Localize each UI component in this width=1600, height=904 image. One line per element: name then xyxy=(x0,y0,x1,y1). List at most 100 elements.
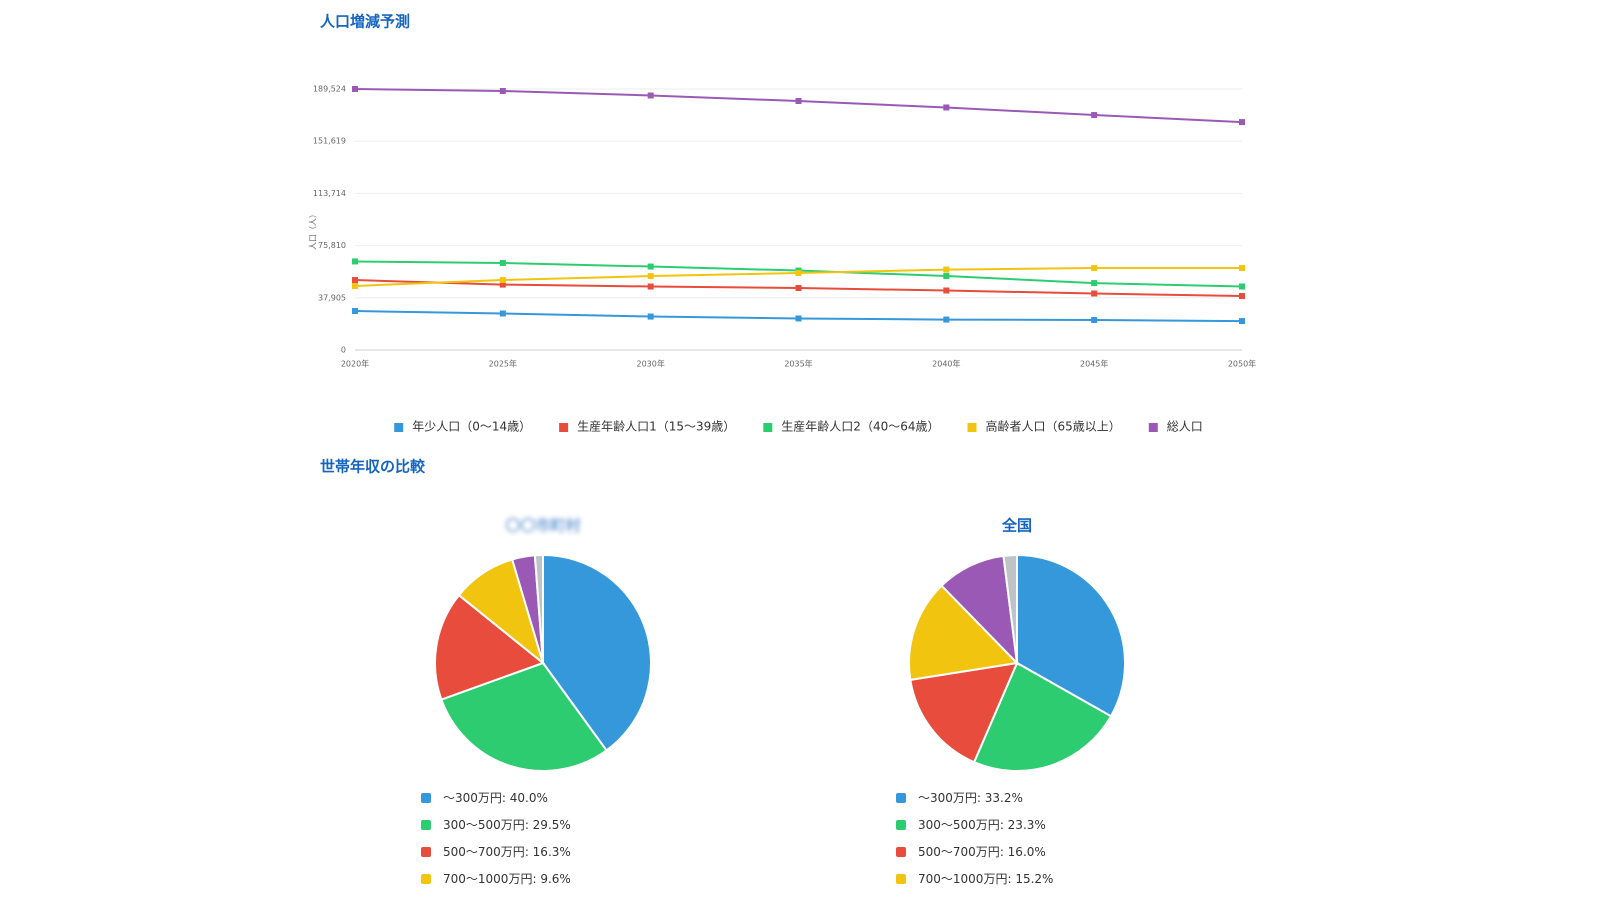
legend-label: 高齢者人口（65歳以上） xyxy=(985,419,1120,434)
point-marker xyxy=(1091,290,1098,297)
legend-value: 40.0% xyxy=(510,791,548,805)
point-marker xyxy=(499,310,506,317)
y-tick-label: 0 xyxy=(341,346,346,355)
point-marker xyxy=(647,313,654,320)
x-tick-label: 2045年 xyxy=(1080,359,1108,369)
point-marker xyxy=(1239,318,1245,325)
x-tick-label: 2025年 xyxy=(489,359,517,369)
point-marker xyxy=(795,270,802,277)
legend-swatch xyxy=(421,847,431,857)
y-tick-label: 113,714 xyxy=(313,189,346,198)
legend-swatch xyxy=(1148,423,1158,432)
legend-swatch xyxy=(896,847,906,857)
pie-slice xyxy=(542,553,652,752)
point-marker xyxy=(352,282,358,289)
y-axis-title: 人口（人） xyxy=(309,210,318,250)
point-marker xyxy=(499,277,506,284)
point-marker xyxy=(943,287,950,294)
legend-category: 700～1000万円 xyxy=(443,872,532,886)
legend-item: 300～500万円: 29.5% xyxy=(443,818,571,832)
separator: : xyxy=(525,845,533,859)
legend-label: 生産年齢人口2（40～64歳） xyxy=(781,419,939,434)
separator: : xyxy=(532,872,540,886)
point-marker xyxy=(1091,280,1098,287)
legend-swatch xyxy=(421,874,431,884)
separator: : xyxy=(1007,872,1015,886)
legend-swatch xyxy=(421,820,431,830)
point-marker xyxy=(1239,293,1245,300)
legend-category: 300～500万円 xyxy=(443,818,525,832)
legend-item: ～300万円: 40.0% xyxy=(443,791,548,805)
pie-title: 〇〇市町村 xyxy=(505,517,580,535)
point-marker xyxy=(943,104,950,111)
legend-category: 500～700万円 xyxy=(443,845,525,859)
point-marker xyxy=(795,315,802,322)
y-tick-label: 189,524 xyxy=(313,85,346,94)
legend-swatch xyxy=(421,793,431,803)
pie-slice xyxy=(940,554,1019,666)
point-marker xyxy=(352,86,358,92)
legend-category: ～300万円 xyxy=(443,791,502,805)
legend-item: 300～500万円: 23.3% xyxy=(918,818,1046,832)
section-title: 人口増減予測 xyxy=(320,13,410,31)
separator: : xyxy=(525,818,533,832)
point-marker xyxy=(943,266,950,273)
legend-item: 500～700万円: 16.3% xyxy=(443,845,571,859)
point-marker xyxy=(352,277,358,284)
separator: : xyxy=(502,791,510,805)
legend-value: 16.0% xyxy=(1008,845,1046,859)
legend: 年少人口（0～14歳） 生産年齢人口1（15～39歳） 生産年齢人口2（40～64歳… xyxy=(394,419,1203,434)
point-marker xyxy=(1239,283,1245,290)
legend-category: 300～500万円 xyxy=(918,818,1000,832)
point-marker xyxy=(1091,112,1098,119)
point-marker xyxy=(1239,119,1245,126)
legend-item: 500～700万円: 16.0% xyxy=(918,845,1046,859)
pie-slice xyxy=(434,593,546,701)
point-marker xyxy=(647,263,654,270)
point-marker xyxy=(943,316,950,323)
legend-category: 700～1000万円 xyxy=(918,872,1007,886)
point-marker xyxy=(352,258,358,265)
pie-slice xyxy=(972,661,1113,772)
legend-swatch xyxy=(896,820,906,830)
legend-category: ～300万円 xyxy=(918,791,977,805)
x-tick-label: 2030年 xyxy=(636,359,664,369)
legend-swatch xyxy=(763,423,773,432)
point-marker xyxy=(352,308,358,315)
point-marker xyxy=(647,283,654,290)
point-marker xyxy=(1091,316,1098,323)
legend-category: 500～700万円 xyxy=(918,845,1000,859)
pie-title: 全国 xyxy=(1001,517,1032,535)
pie-slice xyxy=(1016,553,1126,718)
point-marker xyxy=(647,273,654,280)
legend-item: ～300万円: 33.2% xyxy=(918,791,1023,805)
y-tick-label: 37,905 xyxy=(318,293,346,302)
y-tick-label: 151,619 xyxy=(313,137,346,146)
series-line xyxy=(354,88,1243,124)
point-marker xyxy=(1091,265,1098,272)
pie-slice xyxy=(533,553,544,664)
legend-value: 16.3% xyxy=(533,845,571,859)
separator: : xyxy=(977,791,985,805)
x-tick-label: 2020年 xyxy=(341,359,369,369)
separator: : xyxy=(1000,845,1008,859)
pie-slice xyxy=(440,661,608,772)
y-tick-label: 75,810 xyxy=(318,241,346,250)
legend-value: 9.6% xyxy=(540,872,571,886)
legend-swatch xyxy=(394,423,404,432)
x-tick-label: 2035年 xyxy=(784,359,812,369)
point-marker xyxy=(1239,265,1245,272)
point-marker xyxy=(499,259,506,266)
section-title: 世帯年収の比較 xyxy=(320,458,426,476)
legend-value: 23.3% xyxy=(1008,818,1046,832)
legend-label: 総人口 xyxy=(1167,420,1203,434)
legend-value: 29.5% xyxy=(533,818,571,832)
legend-label: 生産年齢人口1（15～39歳） xyxy=(577,419,735,434)
point-marker xyxy=(499,281,506,288)
legend-swatch xyxy=(967,423,977,432)
legend-item: 700～1000万円: 15.2% xyxy=(918,872,1053,886)
x-tick-label: 2050年 xyxy=(1228,359,1256,369)
legend-value: 15.2% xyxy=(1015,872,1053,886)
